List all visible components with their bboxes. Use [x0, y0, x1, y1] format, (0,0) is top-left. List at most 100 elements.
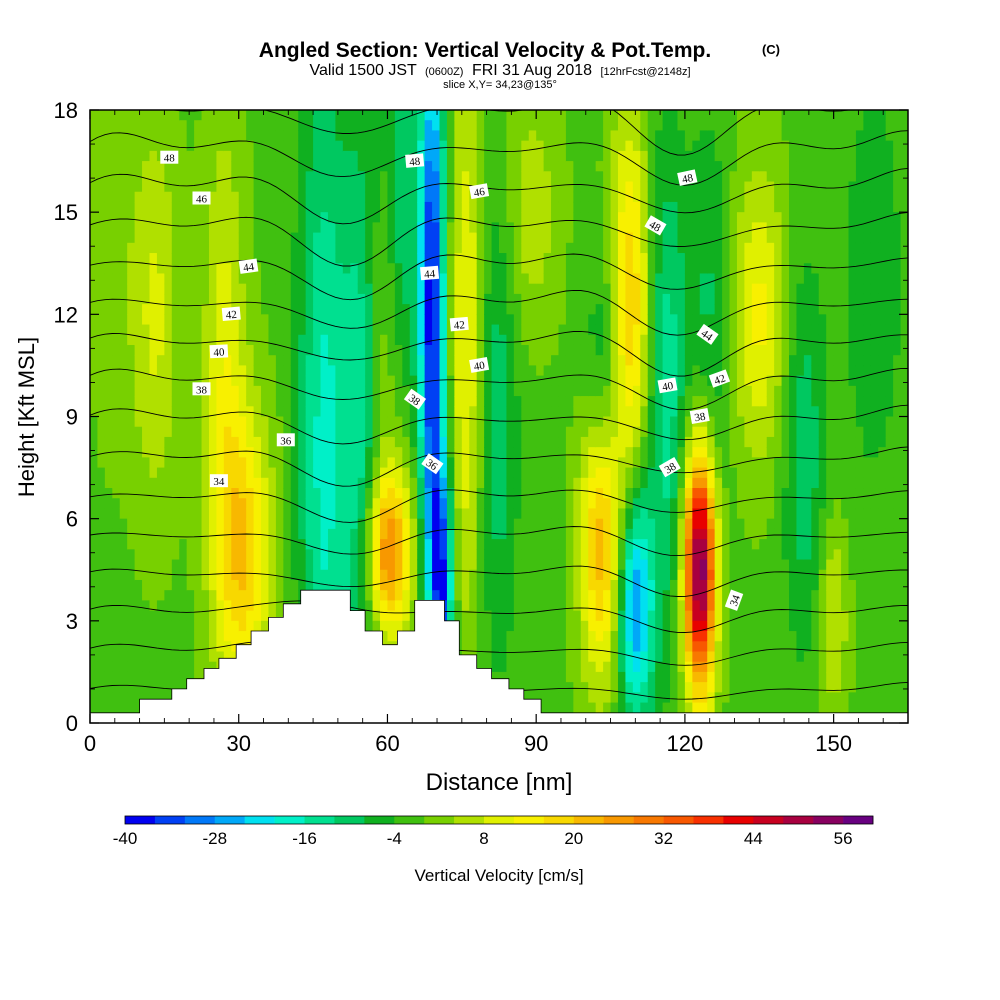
vv-cell: [610, 242, 619, 254]
vv-cell: [484, 161, 493, 172]
vv-cell: [305, 314, 314, 326]
vv-cell: [469, 436, 478, 448]
vv-cell: [551, 579, 560, 591]
vv-cell: [335, 293, 344, 305]
vv-cell: [692, 590, 701, 601]
vv-cell: [350, 375, 359, 387]
vv-cell: [357, 365, 366, 377]
vv-cell: [625, 201, 634, 213]
vv-cell: [134, 600, 143, 612]
vv-cell: [365, 498, 374, 510]
vv-cell: [372, 426, 381, 438]
vv-cell: [246, 355, 255, 367]
vv-cell: [223, 191, 232, 203]
vv-cell: [409, 579, 418, 591]
vv-cell: [677, 549, 686, 561]
vv-cell: [402, 406, 411, 418]
vv-cell: [610, 344, 619, 356]
vv-cell: [402, 232, 411, 244]
vv-cell: [499, 273, 508, 285]
vv-cell: [551, 539, 560, 550]
vv-cell: [327, 344, 336, 356]
vv-cell: [342, 539, 351, 550]
vv-cell: [171, 212, 180, 223]
vv-cell: [112, 579, 121, 591]
vv-cell: [469, 314, 478, 326]
vv-cell: [327, 212, 336, 223]
vv-cell: [625, 375, 634, 387]
vv-cell: [484, 110, 493, 121]
vv-cell: [201, 477, 210, 489]
vv-cell: [506, 620, 515, 632]
vv-cell: [595, 682, 604, 693]
vv-cell: [90, 641, 99, 653]
vv-cell: [699, 671, 708, 683]
vv-cell: [461, 631, 470, 642]
vv-cell: [313, 365, 322, 377]
vv-cell: [677, 263, 686, 275]
vv-cell: [253, 620, 262, 632]
vv-cell: [662, 447, 671, 458]
vv-cell: [350, 579, 359, 591]
vv-cell: [164, 324, 173, 336]
vv-cell: [194, 631, 203, 642]
vv-cell: [446, 528, 455, 540]
vv-cell: [617, 671, 627, 683]
vv-cell: [647, 161, 656, 172]
vv-cell: [164, 110, 173, 121]
vv-cell: [670, 161, 679, 172]
vv-cell: [588, 631, 597, 642]
vv-cell: [238, 590, 247, 601]
vv-cell: [588, 620, 597, 632]
vv-cell: [536, 447, 545, 458]
vv-cell: [670, 477, 679, 489]
vv-cell: [253, 232, 262, 244]
vv-cell: [528, 283, 537, 295]
vv-cell: [231, 436, 240, 448]
vv-cell: [655, 457, 664, 469]
vv-cell: [231, 375, 240, 387]
vv-cell: [305, 130, 314, 142]
vv-cell: [439, 385, 448, 397]
vv-cell: [558, 671, 567, 683]
vv-cell: [320, 579, 329, 591]
vv-cell: [432, 304, 441, 315]
vv-cell: [610, 457, 619, 469]
vv-cell: [194, 641, 203, 653]
vv-cell: [223, 600, 232, 612]
vv-cell: [424, 447, 433, 458]
vv-cell: [238, 559, 247, 571]
vv-cell: [261, 304, 270, 315]
vv-cell: [632, 232, 641, 244]
vv-cell: [484, 191, 493, 203]
vv-cell: [536, 549, 545, 561]
vv-cell: [610, 140, 619, 152]
vv-cell: [275, 406, 284, 418]
vv-cell: [446, 130, 455, 142]
vv-cell: [580, 416, 589, 428]
vv-cell: [536, 579, 545, 591]
vv-cell: [231, 539, 240, 550]
vv-cell: [394, 457, 403, 469]
vv-cell: [164, 467, 173, 479]
vv-cell: [223, 365, 232, 377]
vv-cell: [208, 620, 218, 632]
vv-cell: [320, 498, 329, 510]
vv-cell: [573, 416, 582, 428]
vv-cell: [580, 334, 589, 346]
vv-cell: [238, 436, 247, 448]
vv-cell: [484, 130, 493, 142]
vv-cell: [342, 385, 351, 397]
vv-cell: [127, 150, 136, 162]
vv-cell: [305, 467, 314, 479]
vv-cell: [699, 120, 708, 132]
vv-cell: [268, 324, 277, 336]
vv-cell: [223, 120, 232, 132]
vv-cell: [112, 569, 121, 581]
vv-cell: [454, 355, 463, 367]
vv-cell: [231, 191, 240, 203]
vv-cell: [320, 518, 329, 530]
vv-cell: [499, 661, 508, 673]
vv-cell: [461, 477, 470, 489]
vv-cell: [186, 549, 195, 561]
